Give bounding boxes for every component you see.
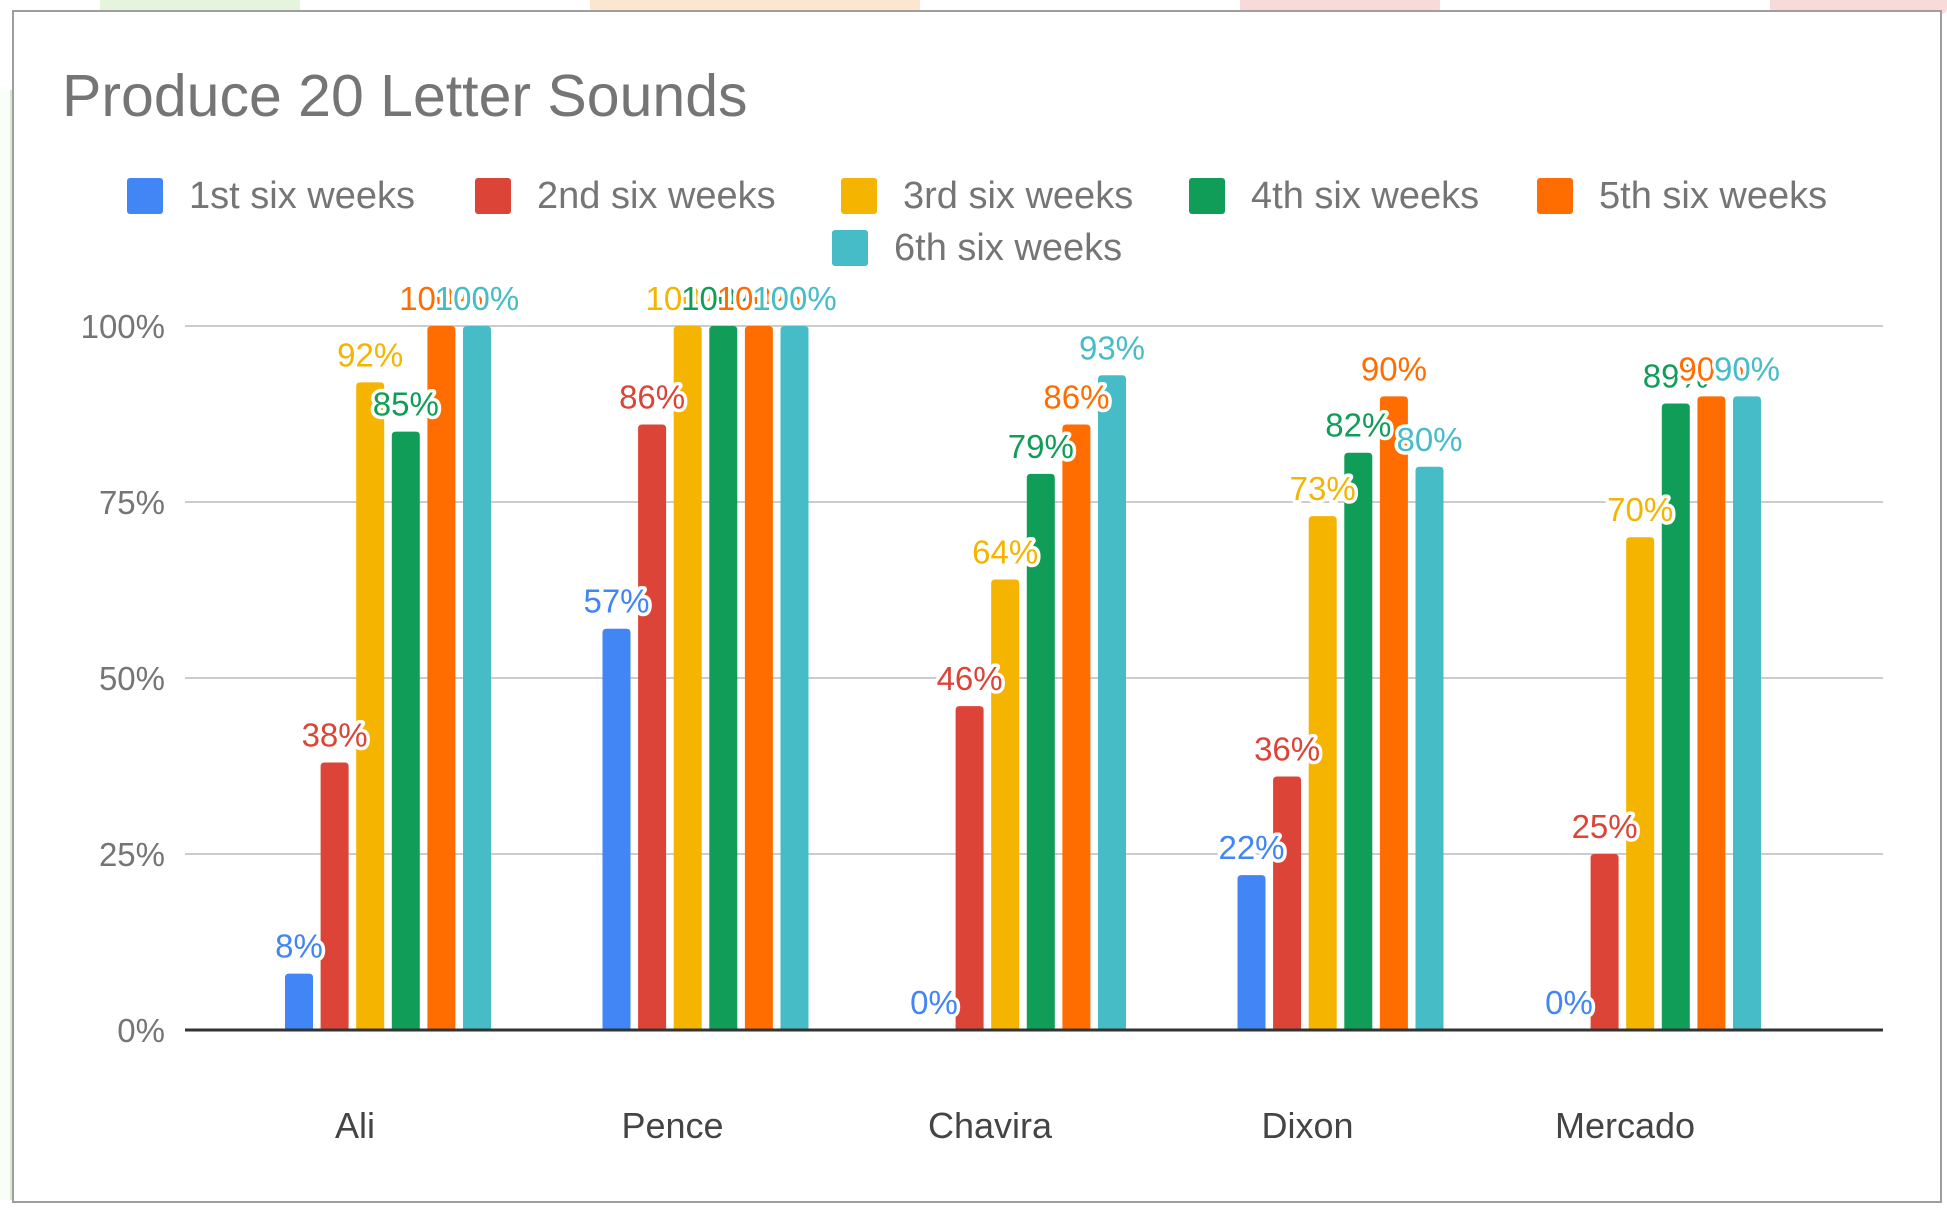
- bar: [709, 326, 738, 1030]
- bar: [427, 326, 456, 1030]
- bar: [1733, 396, 1761, 1030]
- bar: [356, 382, 385, 1030]
- data-label: 82%: [1325, 407, 1391, 444]
- bar: [1415, 466, 1444, 1030]
- bar: [285, 973, 313, 1030]
- chart-title: Produce 20 Letter Sounds: [62, 63, 748, 129]
- bar: [1626, 537, 1655, 1030]
- data-label: 100%: [645, 280, 729, 317]
- bar: [1273, 776, 1302, 1030]
- data-label: 100%: [752, 280, 836, 317]
- data-label: 100%: [399, 280, 483, 317]
- data-label: 89%: [1643, 357, 1709, 394]
- data-label: 85%: [373, 386, 439, 423]
- y-tick-label: 0%: [117, 1012, 165, 1049]
- bar: [744, 326, 773, 1030]
- data-label: 0%: [910, 984, 958, 1021]
- bar: [1098, 375, 1126, 1030]
- bar: [1026, 473, 1055, 1031]
- y-tick-label: 25%: [99, 836, 165, 873]
- data-label: 64%: [972, 533, 1038, 570]
- bar: [780, 326, 809, 1030]
- bar: [1697, 396, 1726, 1030]
- y-tick-label: 75%: [99, 484, 165, 521]
- bar: [991, 579, 1020, 1030]
- data-label: 100%: [435, 280, 519, 317]
- bar: [1344, 452, 1373, 1031]
- data-label: 25%: [1572, 808, 1638, 845]
- y-tick-label: 100%: [81, 308, 165, 345]
- x-tick-label: Mercado: [1555, 1105, 1695, 1146]
- x-tick-label: Ali: [335, 1105, 375, 1146]
- bar: [638, 424, 667, 1030]
- data-label: 8%: [275, 928, 323, 965]
- bar: [602, 628, 631, 1030]
- data-label: 79%: [1008, 428, 1074, 465]
- data-label: 90%: [1714, 350, 1780, 387]
- bar: [463, 326, 491, 1030]
- data-label: 80%: [1396, 421, 1462, 458]
- x-tick-label: Dixon: [1261, 1105, 1353, 1146]
- data-label: 70%: [1607, 491, 1673, 528]
- bar: [320, 762, 349, 1030]
- data-label: 100%: [717, 280, 801, 317]
- bar: [673, 326, 702, 1030]
- data-label: 36%: [1254, 731, 1320, 768]
- data-label: 57%: [583, 583, 649, 620]
- data-label: 46%: [937, 660, 1003, 697]
- bar: [955, 706, 984, 1030]
- x-tick-label: Pence: [621, 1105, 723, 1146]
- data-label: 86%: [1043, 379, 1109, 416]
- bar: [1308, 516, 1337, 1030]
- data-label: 90%: [1361, 350, 1427, 387]
- data-label: 100%: [681, 280, 765, 317]
- bar: [1590, 854, 1619, 1030]
- y-tick-label: 50%: [99, 660, 165, 697]
- data-label: 22%: [1218, 829, 1284, 866]
- data-label: 86%: [619, 379, 685, 416]
- x-tick-label: Chavira: [928, 1105, 1053, 1146]
- bar: [1661, 403, 1690, 1030]
- data-label: 38%: [302, 716, 368, 753]
- data-label: 73%: [1290, 470, 1356, 507]
- data-label: 92%: [337, 336, 403, 373]
- data-label: 93%: [1079, 329, 1145, 366]
- data-label: 90%: [1678, 350, 1744, 387]
- background-sheet-edge: [0, 90, 12, 1200]
- bar: [1062, 424, 1091, 1030]
- bar: [1237, 875, 1266, 1030]
- data-label: 0%: [1545, 984, 1593, 1021]
- bar: [391, 431, 420, 1031]
- bar: [1379, 396, 1408, 1030]
